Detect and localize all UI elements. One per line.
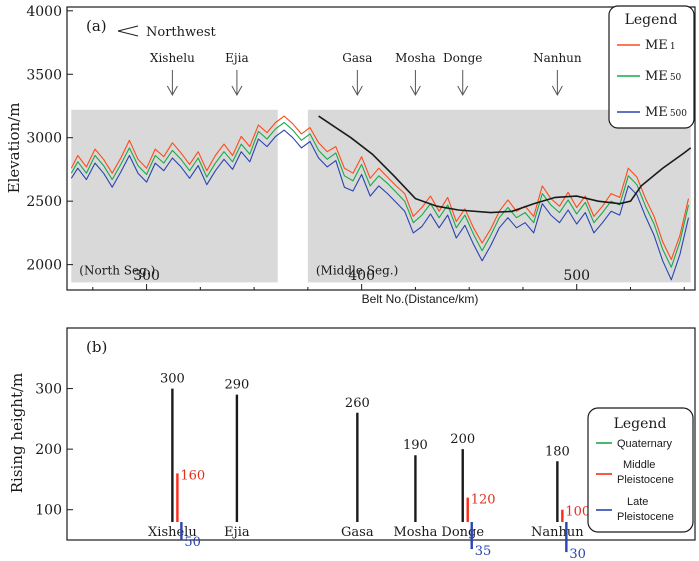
segment-band	[307, 109, 691, 283]
panel-b-label: (b)	[86, 338, 107, 356]
legend-middle-label-2: Pleistocene	[617, 474, 674, 486]
station-arrow-icon	[351, 85, 363, 97]
elevation-axes: 2000 2500 3000 3500 4000 300 400 500	[26, 4, 685, 290]
rising-axes: 100 200 300	[35, 382, 73, 519]
segment-label: (North Seg.)	[79, 263, 155, 277]
legend-late-label-1: Late	[627, 496, 648, 508]
station-label: Xishelu	[150, 51, 195, 65]
bar-value-label: 260	[345, 396, 370, 411]
station-arrow-icon	[551, 85, 563, 97]
category-label: Gasa	[341, 525, 374, 540]
elevation-tick-label: 3500	[26, 67, 62, 83]
bar-value-label: 35	[475, 544, 492, 559]
rising-height-panel: 100 200 300 Xishelu 300 160 50 Ejia 290 Gasa 260 M…	[8, 327, 696, 561]
station-label: Donge	[443, 51, 482, 65]
elevation-tick-label: 3000	[26, 131, 62, 147]
northwest-arrow-icon	[117, 25, 139, 37]
station-label: Ejia	[225, 51, 248, 65]
category-label: Xishelu	[148, 525, 197, 540]
legend-a-box	[608, 5, 695, 129]
rising-tick-label: 200	[35, 442, 62, 458]
bar-value-label: 190	[403, 438, 428, 453]
legend-b-box	[587, 407, 694, 533]
bar-value-label: 290	[224, 378, 249, 393]
rising-tick-label: 300	[35, 382, 62, 398]
ridge-envelope	[318, 115, 692, 214]
distance-tick-label: 500	[563, 268, 590, 284]
legend-a-title: Legend	[625, 12, 678, 28]
elevation-panel: (North Seg.) (Middle Seg.) Xishelu Ejia Gas…	[5, 4, 696, 306]
legend-quaternary-label: Quaternary	[617, 438, 673, 450]
legend-a: Legend ME 1 ME 50 ME 500	[608, 5, 695, 129]
elevation-axis-title: Elevation/m	[5, 103, 23, 194]
station-arrow-icon	[231, 85, 243, 97]
rising-bars: Xishelu 300 160 50 Ejia 290 Gasa 260 Mosha 190 Don…	[148, 372, 590, 561]
station-label: Nanhun	[533, 51, 582, 65]
bar-value-label: 200	[450, 432, 475, 447]
series-line-me500	[70, 129, 690, 281]
bar-value-label: 30	[569, 547, 586, 561]
ridge-envelope-line	[318, 115, 692, 214]
segment-bands: (North Seg.) (Middle Seg.)	[71, 109, 691, 283]
bar-value-label: 100	[565, 505, 590, 520]
bar-value-label: 50	[184, 535, 201, 550]
legend-b-title: Legend	[614, 416, 667, 432]
elevation-tick-label: 2000	[26, 258, 62, 274]
rising-tick-label: 100	[35, 503, 62, 519]
elevation-tick-label: 2500	[26, 194, 62, 210]
legend-me1-label: ME 1	[645, 38, 676, 53]
elevation-series	[70, 115, 690, 281]
legend-late-label-2: Pleistocene	[617, 511, 674, 523]
elevation-tick-label: 4000	[26, 4, 62, 20]
station-arrow-icon	[457, 85, 469, 97]
station-arrow-icon	[166, 85, 178, 97]
distance-tick-label: 300	[133, 268, 160, 284]
rising-axis-title: Rising height/m	[8, 373, 26, 494]
distance-axis-title: Belt No.(Distance/km)	[362, 292, 479, 306]
bar-value-label: 160	[180, 468, 205, 483]
station-label: Gasa	[342, 51, 372, 65]
direction-label: Northwest	[146, 25, 217, 40]
bar-value-label: 180	[545, 444, 570, 459]
station-label: Mosha	[395, 51, 436, 65]
bar-value-label: 300	[160, 372, 185, 387]
series-line-me50	[70, 121, 690, 268]
category-label: Donge	[441, 525, 484, 540]
legend-middle-label-1: Middle	[623, 459, 655, 471]
bar-value-label: 120	[471, 493, 496, 508]
panel-a-label: (a)	[86, 17, 107, 35]
series-line-me1	[70, 115, 690, 261]
segment-label: (Middle Seg.)	[316, 263, 398, 277]
legend-me50-label: ME 50	[645, 69, 682, 84]
station-arrow-icon	[409, 85, 421, 97]
distance-tick-label: 400	[348, 268, 375, 284]
segment-band	[71, 109, 278, 283]
category-label: Ejia	[224, 525, 250, 540]
category-label: Nanhun	[531, 525, 584, 540]
legend-b: Legend Quaternary Middle Pleistocene Lat…	[587, 407, 694, 533]
category-label: Mosha	[393, 525, 437, 540]
legend-me500-label: ME 500	[645, 105, 687, 120]
station-markers: Xishelu Ejia Gasa Mosha Donge Nanhun	[150, 51, 582, 97]
